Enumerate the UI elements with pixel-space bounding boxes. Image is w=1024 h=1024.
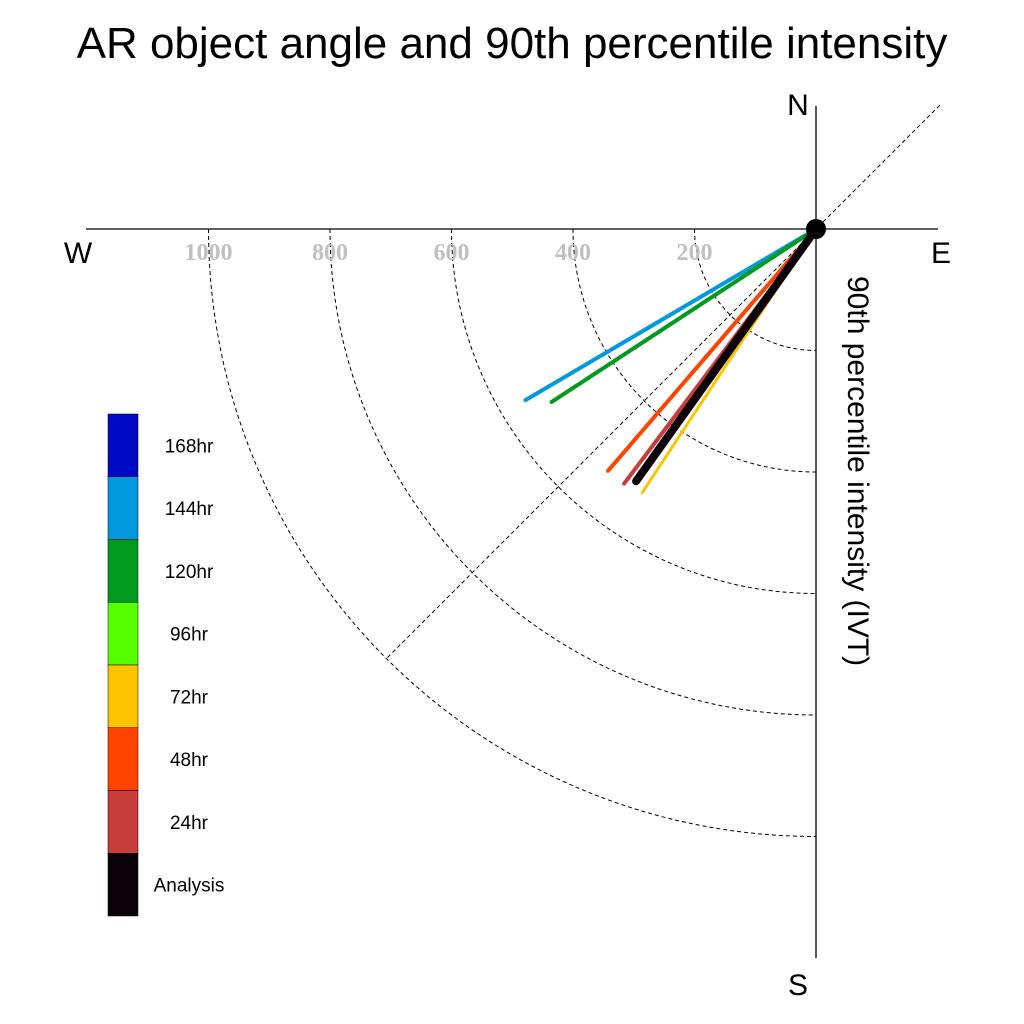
legend-label-24hr: 24hr: [170, 813, 209, 834]
tick-label-800: 800: [312, 240, 348, 266]
legend-swatch-168hr: [107, 413, 139, 477]
legend-label-48hr: 48hr: [170, 750, 209, 771]
origin-marker: [806, 219, 826, 239]
legend-swatch-24hr: [107, 790, 139, 854]
legend-label-analysis: Analysis: [154, 876, 225, 897]
reference-diagonal: [386, 104, 941, 659]
chart-title: AR object angle and 90th percentile inte…: [77, 19, 948, 68]
vector-analysis: [632, 225, 820, 486]
compass-east: E: [931, 237, 951, 270]
tick-label-600: 600: [434, 240, 470, 266]
legend-label-144hr: 144hr: [165, 499, 214, 520]
legend-label-96hr: 96hr: [170, 625, 209, 646]
legend-swatch-96hr: [107, 602, 139, 666]
legend-label-72hr: 72hr: [170, 687, 209, 708]
legend-label-120hr: 120hr: [165, 562, 214, 583]
legend-swatch-analysis: [107, 853, 139, 917]
series-vectors: [523, 225, 820, 495]
legend-swatch-120hr: [107, 539, 139, 603]
ring-1000: [208, 228, 817, 837]
vector-144hr: [523, 227, 818, 403]
legend-swatch-48hr: [107, 727, 139, 791]
tick-label-200: 200: [677, 240, 713, 266]
legend: 168hr 144hr 120hr 96hr 72hr 48hr 24hr Analysis: [107, 413, 225, 917]
compass-west: W: [64, 237, 93, 270]
radial-tick-labels: 1000 800 600 400 200: [185, 240, 713, 266]
tick-label-400: 400: [555, 240, 591, 266]
compass-south: S: [788, 969, 808, 1002]
legend-swatch-144hr: [107, 476, 139, 540]
vector-48hr: [606, 227, 818, 473]
legend-swatch-72hr: [107, 664, 139, 728]
ring-400: [572, 228, 817, 473]
vector-120hr: [549, 227, 818, 404]
ring-600: [451, 228, 817, 594]
y-axis-label: 90th percentile intensity (IVT): [841, 276, 874, 666]
legend-label-168hr: 168hr: [165, 436, 214, 457]
tick-label-1000: 1000: [185, 240, 233, 266]
compass-north: N: [787, 89, 809, 122]
ring-200: [694, 228, 817, 351]
